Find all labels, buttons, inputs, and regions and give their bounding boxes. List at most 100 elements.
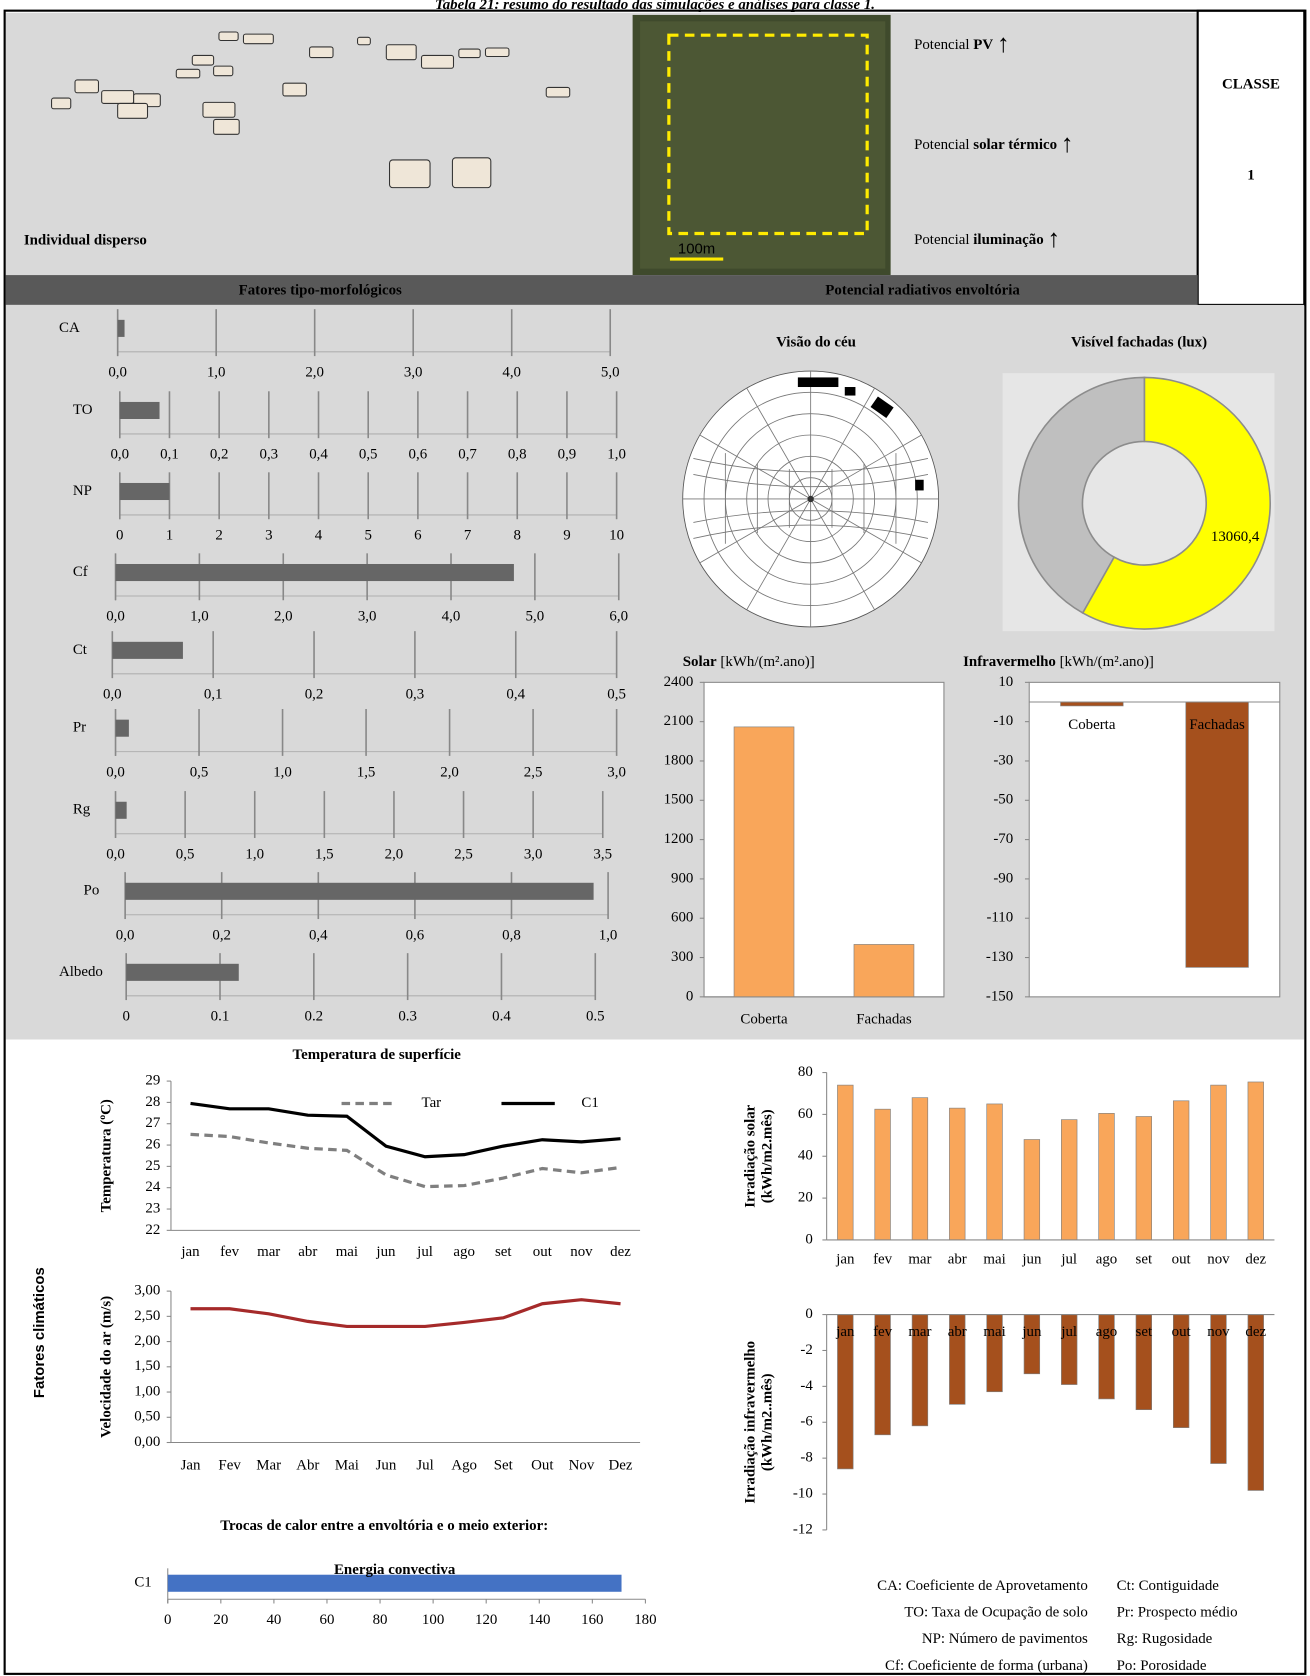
scale-label: 100m <box>678 240 715 257</box>
building-sketch <box>51 31 571 189</box>
x-tick-label: set <box>1136 1252 1153 1268</box>
note: Pr: Prospecto médio <box>1117 1605 1238 1621</box>
x-tick-label: 1,5 <box>315 846 334 862</box>
y-tick-label: 1500 <box>664 792 694 808</box>
x-tick-label: 0,4 <box>506 687 525 703</box>
series-label: Energia convectiva <box>334 1562 456 1578</box>
y-tick-label: -130 <box>986 949 1013 965</box>
y-tick-label: 2100 <box>664 713 694 729</box>
category-label: C1 <box>134 1575 151 1591</box>
x-tick-label: 0,4 <box>309 447 328 463</box>
x-tick-label: 0.4 <box>492 1009 511 1025</box>
class-label: CLASSE <box>1222 77 1280 93</box>
x-tick-label: 0,2 <box>210 447 229 463</box>
x-tick-label: jan <box>180 1244 200 1260</box>
donut-segment <box>1081 376 1271 630</box>
x-tick-label: nov <box>570 1244 593 1260</box>
x-tick-label: 0,5 <box>607 687 626 703</box>
bar <box>1023 1139 1041 1241</box>
x-tick-label: 0,0 <box>116 928 135 944</box>
bar <box>1210 1084 1227 1241</box>
x-tick-label: nov <box>1207 1252 1230 1268</box>
x-tick-label: 9 <box>563 528 570 544</box>
y-tick-label: 20 <box>798 1190 813 1206</box>
x-tick-label: mar <box>908 1324 931 1340</box>
x-tick-label: 1,0 <box>273 764 292 780</box>
x-tick-label: set <box>1136 1324 1153 1340</box>
x-tick-label: 2,0 <box>274 609 293 625</box>
x-tick-label: 1,0 <box>245 846 264 862</box>
x-tick-label: Coberta <box>1068 717 1116 733</box>
x-tick-label: 180 <box>634 1612 656 1628</box>
x-tick-label: Mar <box>256 1457 281 1473</box>
x-tick-label: 2,5 <box>524 764 543 780</box>
x-tick-label: jul <box>1060 1324 1077 1340</box>
x-tick-label: 1,5 <box>357 764 376 780</box>
bar <box>115 563 514 582</box>
x-tick-label: 0,8 <box>502 928 521 944</box>
y-tick-label: 80 <box>798 1064 813 1080</box>
y-tick-label: 40 <box>798 1148 813 1164</box>
chart-title-name: Infravermelho <box>963 655 1056 671</box>
x-tick-label: 3 <box>265 528 272 544</box>
x-tick-label: 1,0 <box>207 365 226 381</box>
x-tick-label: 0,0 <box>106 846 125 862</box>
x-tick-label: 100 <box>422 1612 444 1628</box>
x-tick-label: fev <box>873 1324 893 1340</box>
y-tick-label: 22 <box>145 1222 160 1238</box>
y-tick-label: 2,00 <box>134 1333 160 1349</box>
note: Rg: Rugosidade <box>1117 1631 1213 1647</box>
category-label: Pr <box>73 720 86 736</box>
x-tick-label: 4,0 <box>502 365 521 381</box>
x-tick-label: dez <box>610 1244 631 1260</box>
x-tick-label: ago <box>1096 1252 1118 1268</box>
x-tick-label: 5 <box>364 528 371 544</box>
legend-label: Tar <box>422 1095 442 1111</box>
x-tick-label: 0,0 <box>103 687 122 703</box>
x-tick-label: mai <box>336 1244 358 1260</box>
y-tick-label: 10 <box>998 674 1013 690</box>
x-tick-label: fev <box>873 1252 893 1268</box>
x-tick-label: Set <box>494 1457 514 1473</box>
category-label: Ct <box>73 642 88 658</box>
class-number: 1 <box>1247 167 1254 183</box>
sky-obstruction <box>797 377 924 491</box>
bar <box>853 944 915 998</box>
y-tick-label: 27 <box>145 1115 160 1131</box>
chart-title-name: Solar <box>683 655 717 671</box>
sky-center <box>807 495 814 503</box>
x-tick-label: Fachadas <box>856 1012 912 1028</box>
x-tick-label: 5,0 <box>526 609 545 625</box>
bar <box>1060 701 1124 707</box>
x-tick-label: 2,0 <box>440 764 459 780</box>
x-tick-label: 0 <box>164 1612 171 1628</box>
x-tick-label: 6 <box>414 528 422 544</box>
x-tick-label: 0,5 <box>176 846 195 862</box>
line <box>190 1298 621 1329</box>
x-tick-label: 3,0 <box>358 609 377 625</box>
y-axis-title: Temperatura (ºC) <box>98 1099 114 1212</box>
y-axis-title: (kWh/m2..mês) <box>759 1373 775 1471</box>
y-tick-label: 1,00 <box>134 1383 160 1399</box>
y-tick-label: 24 <box>145 1179 160 1195</box>
y-tick-label: 28 <box>145 1094 160 1110</box>
bar <box>115 719 129 737</box>
chart-title-unit: [kWh/(m².ano)] <box>720 655 814 671</box>
x-tick-label: 2,5 <box>454 846 473 862</box>
x-tick-label: Abr <box>296 1457 319 1473</box>
section-bar <box>5 275 1198 305</box>
note: Po: Porosidade <box>1117 1658 1207 1674</box>
category-label: Albedo <box>59 964 103 980</box>
bar <box>167 1574 622 1592</box>
x-tick-label: out <box>1172 1252 1192 1268</box>
y-tick-label: 0 <box>686 988 693 1004</box>
bar <box>874 1108 891 1241</box>
y-tick-label: -110 <box>986 910 1013 926</box>
data-label: 13060,4 <box>1211 529 1260 545</box>
x-tick-label: 0,1 <box>204 687 223 703</box>
x-tick-label: 0,6 <box>409 447 428 463</box>
notes: CA: Coeficiente de Aprovetamento Ct: Cont… <box>877 1578 1237 1674</box>
x-tick-label: Jan <box>181 1457 201 1473</box>
y-tick-label: 3,00 <box>134 1283 160 1299</box>
